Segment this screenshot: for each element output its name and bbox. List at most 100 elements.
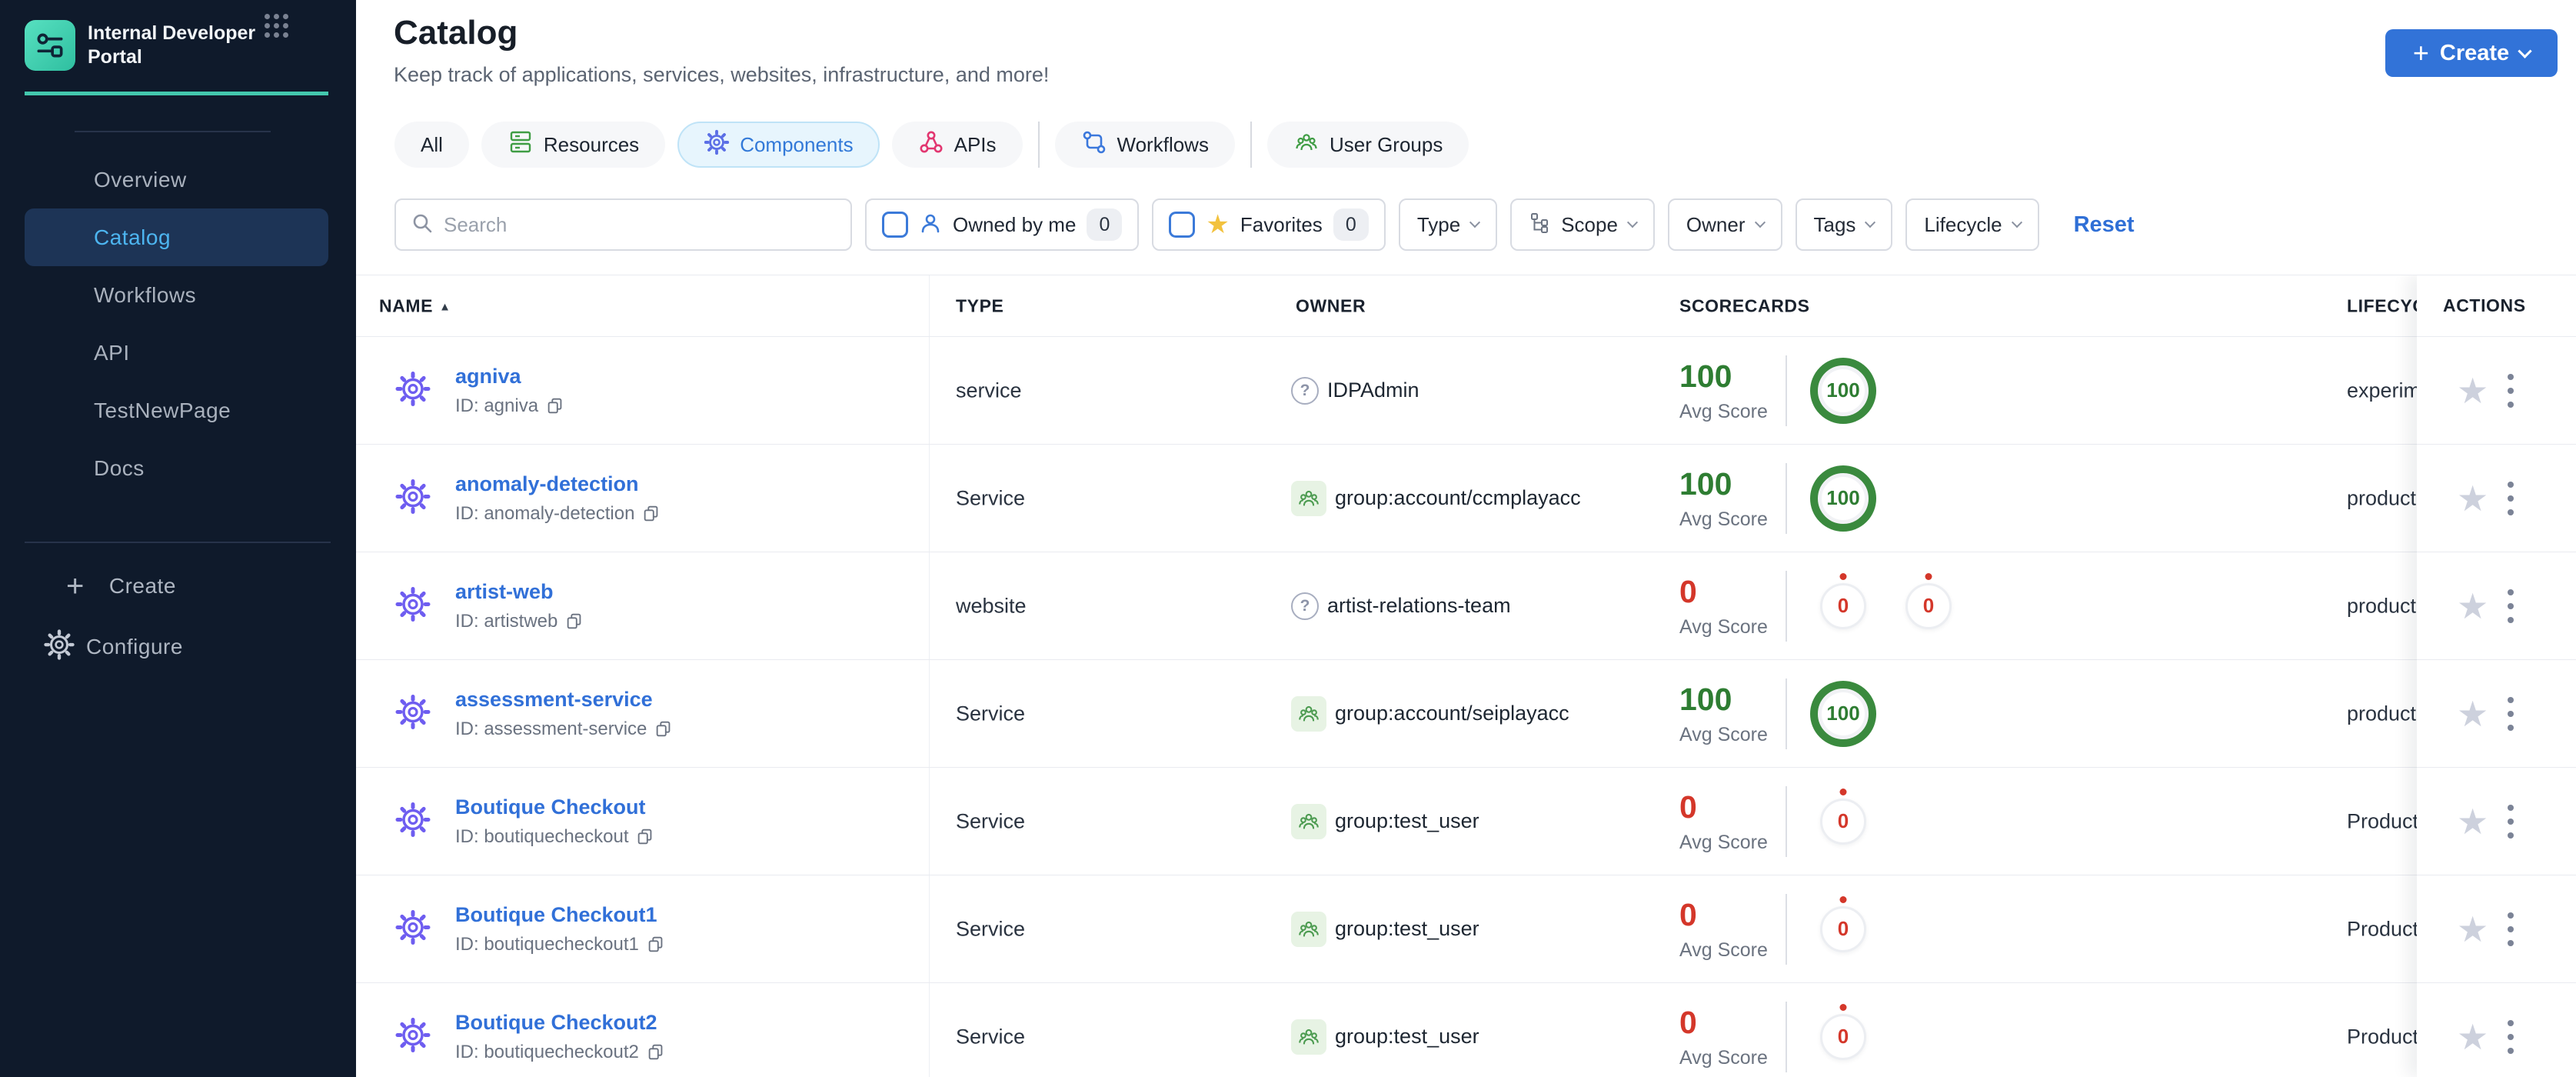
page-title: Catalog [394, 14, 518, 52]
owner-name[interactable]: group:test_user [1335, 1025, 1479, 1048]
sidebar-configure-label: Configure [86, 635, 183, 659]
tab-workflows[interactable]: Workflows [1054, 122, 1235, 168]
kebab-menu-icon[interactable] [2503, 369, 2518, 412]
favorite-star-icon[interactable]: ★ [2457, 1016, 2489, 1057]
entity-name-link[interactable]: Boutique Checkout2 [455, 1010, 657, 1034]
sidebar-item-overview[interactable]: Overview [94, 167, 187, 192]
sidebar-create-button[interactable]: + Create [0, 565, 356, 608]
kebab-menu-icon[interactable] [2503, 1015, 2518, 1059]
tab-user-groups-label: User Groups [1329, 132, 1443, 156]
owner-filter-dropdown[interactable]: Owner [1667, 198, 1782, 251]
tab-components[interactable]: Components [677, 122, 880, 168]
brand-underline [25, 92, 328, 95]
favorite-star-icon[interactable]: ★ [2457, 801, 2489, 842]
avg-score-label: Avg Score [1679, 939, 1768, 961]
sidebar-item-workflows[interactable]: Workflows [94, 282, 197, 307]
app-switcher-icon[interactable] [265, 14, 290, 39]
kebab-menu-icon[interactable] [2503, 692, 2518, 735]
copy-icon[interactable] [646, 935, 666, 955]
tab-workflows-label: Workflows [1117, 132, 1209, 156]
column-header-name[interactable]: NAME ▲ [379, 295, 451, 315]
scorecard-ring[interactable]: 0 [1820, 1013, 1866, 1060]
entity-name-link[interactable]: assessment-service [455, 687, 653, 711]
copy-icon[interactable] [635, 827, 655, 847]
table-row[interactable]: agniva ID: agniva service ? IDPAdmin [356, 337, 2576, 445]
copy-icon[interactable] [564, 612, 584, 632]
favorite-star-icon[interactable]: ★ [2457, 478, 2489, 518]
sidebar-item-api[interactable]: API [94, 340, 130, 365]
favorite-star-icon[interactable]: ★ [2457, 370, 2489, 411]
table-row[interactable]: Boutique Checkout ID: boutiquecheckout S… [356, 768, 2576, 875]
avg-score-label: Avg Score [1679, 508, 1768, 530]
owner-name[interactable]: artist-relations-team [1327, 594, 1511, 617]
lifecycle-filter-dropdown[interactable]: Lifecycle [1905, 198, 2039, 251]
search-input[interactable] [444, 212, 837, 237]
sidebar-configure-button[interactable]: Configure [0, 625, 356, 669]
table-row[interactable]: artist-web ID: artistweb website ? artis… [356, 552, 2576, 660]
owner-name[interactable]: group:test_user [1335, 809, 1479, 832]
entity-name-link[interactable]: artist-web [455, 579, 554, 603]
tab-all[interactable]: All [394, 122, 469, 168]
column-header-type[interactable]: TYPE [956, 295, 1004, 315]
scorecard-ring[interactable]: 0 [1820, 905, 1866, 952]
owned-by-me-checkbox[interactable] [882, 212, 908, 238]
chevron-down-icon [2518, 43, 2532, 58]
entity-name-link[interactable]: anomaly-detection [455, 472, 639, 495]
score-divider [1786, 1001, 1787, 1072]
owner-name[interactable]: group:account/seiplayacc [1335, 702, 1569, 725]
chevron-down-icon [1626, 217, 1638, 228]
entity-name-link[interactable]: Boutique Checkout [455, 795, 646, 819]
column-header-scorecards[interactable]: SCORECARDS [1679, 295, 1810, 315]
scope-filter-dropdown[interactable]: Scope [1510, 198, 1655, 251]
favorite-star-icon[interactable]: ★ [2457, 693, 2489, 734]
scorecard-ring[interactable]: 100 [1810, 357, 1876, 424]
owner-name[interactable]: group:account/ccmplayacc [1335, 486, 1581, 509]
tab-apis[interactable]: APIs [891, 122, 1023, 168]
entity-name-link[interactable]: Boutique Checkout1 [455, 902, 657, 926]
kebab-menu-icon[interactable] [2503, 585, 2518, 628]
tab-user-groups[interactable]: User Groups [1266, 122, 1469, 168]
table-header: NAME ▲ TYPE OWNER SCORECARDS LIFECYCLE [356, 275, 2576, 337]
column-header-owner[interactable]: OWNER [1296, 295, 1366, 315]
avg-score-block: 100 Avg Score [1679, 466, 1768, 531]
owner-name[interactable]: IDPAdmin [1327, 378, 1419, 402]
kebab-menu-icon[interactable] [2503, 800, 2518, 843]
table-row[interactable]: anomaly-detection ID: anomaly-detection … [356, 445, 2576, 552]
scorecard-ring[interactable]: 100 [1810, 465, 1876, 532]
reset-filters-link[interactable]: Reset [2073, 212, 2135, 237]
owner-name[interactable]: group:test_user [1335, 917, 1479, 940]
create-button[interactable]: + Create [2385, 29, 2558, 77]
owned-by-me-filter[interactable]: Owned by me 0 [865, 198, 1140, 251]
tab-resources[interactable]: Resources [481, 122, 666, 168]
kebab-menu-icon[interactable] [2503, 908, 2518, 951]
name-cell: Boutique Checkout ID: boutiquecheckout [455, 795, 655, 848]
table-row[interactable]: Boutique Checkout1 ID: boutiquecheckout1… [356, 875, 2576, 983]
scorecard-ring[interactable]: 0 [1905, 582, 1952, 629]
name-cell: Boutique Checkout2 ID: boutiquecheckout2 [455, 1011, 666, 1063]
scorecard-ring[interactable]: 100 [1810, 680, 1876, 747]
score-divider [1786, 893, 1787, 965]
score-divider [1786, 785, 1787, 857]
type-filter-dropdown[interactable]: Type [1398, 198, 1498, 251]
sidebar-item-docs[interactable]: Docs [94, 455, 145, 480]
table-row[interactable]: Boutique Checkout2 ID: boutiquecheckout2… [356, 983, 2576, 1077]
tags-filter-dropdown[interactable]: Tags [1795, 198, 1893, 251]
scorecard-ring[interactable]: 0 [1820, 798, 1866, 845]
table-row[interactable]: assessment-service ID: assessment-servic… [356, 660, 2576, 768]
entity-name-link[interactable]: agniva [455, 364, 521, 388]
favorite-star-icon[interactable]: ★ [2457, 909, 2489, 949]
scorecard-ring[interactable]: 0 [1820, 582, 1866, 629]
copy-icon[interactable] [654, 719, 674, 739]
sidebar-item-testnewpage[interactable]: TestNewPage [94, 398, 231, 422]
search-box[interactable] [394, 198, 852, 251]
tab-resources-label: Resources [543, 132, 640, 156]
copy-icon[interactable] [545, 396, 565, 416]
sidebar-item-catalog[interactable]: Catalog [25, 208, 328, 266]
copy-icon[interactable] [641, 504, 661, 524]
type-cell: Service [956, 486, 1026, 509]
favorite-star-icon[interactable]: ★ [2457, 585, 2489, 626]
favorites-checkbox[interactable] [1169, 212, 1196, 238]
favorites-filter[interactable]: ★ Favorites 0 [1152, 198, 1386, 251]
kebab-menu-icon[interactable] [2503, 477, 2518, 520]
copy-icon[interactable] [646, 1042, 666, 1062]
